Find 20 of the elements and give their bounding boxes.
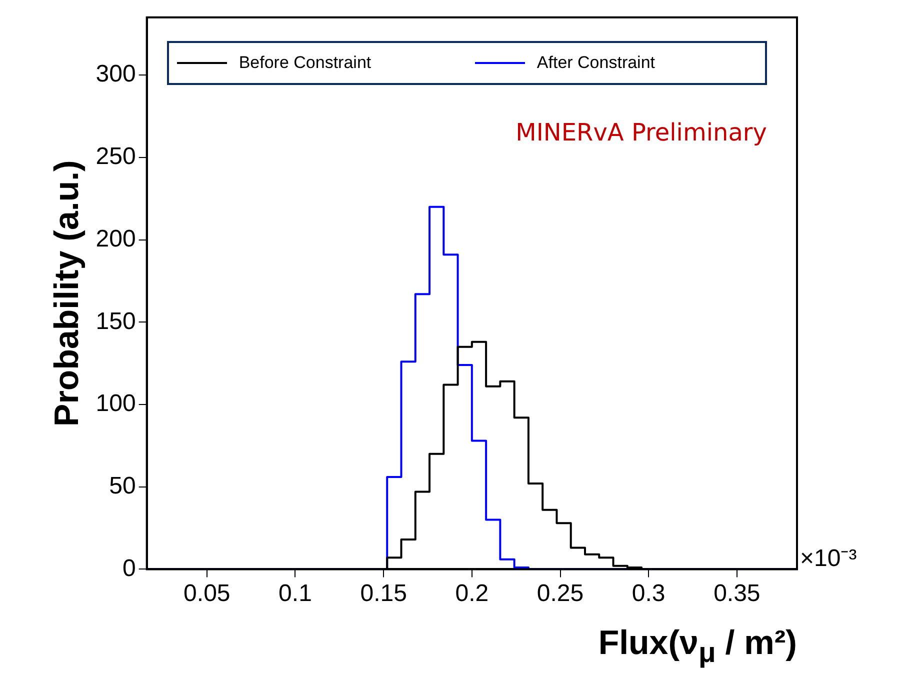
y-tick-label: 200 bbox=[96, 225, 136, 252]
y-tick-label: 150 bbox=[96, 308, 136, 335]
y-tick-label: 100 bbox=[96, 390, 136, 418]
x-axis-title: Flux(ν$_{μ}$ / m²) bbox=[598, 624, 797, 670]
x-tick-label: 0.25 bbox=[536, 580, 584, 608]
y-tick-label: 50 bbox=[109, 472, 136, 500]
text: ×10⁻³ bbox=[800, 544, 857, 572]
legend-label: After Constraint bbox=[536, 53, 656, 74]
y-axis-title: Probability (a.u.) bbox=[48, 160, 86, 426]
y-tick-label: 250 bbox=[96, 143, 136, 170]
x-tick-label: 0.15 bbox=[360, 580, 407, 608]
legend-label: Before Constraint bbox=[238, 53, 372, 74]
y-tick-label: 300 bbox=[96, 60, 136, 88]
x-tick-label: 0.1 bbox=[278, 580, 312, 608]
y-tick-label: 0 bbox=[122, 554, 136, 582]
x-tick-label: 0.2 bbox=[455, 580, 489, 608]
x-tick-label: 0.05 bbox=[184, 580, 230, 608]
annotation: MINERvA Preliminary bbox=[516, 118, 767, 147]
x-tick-label: 0.3 bbox=[632, 580, 666, 608]
x-tick-label: 0.35 bbox=[714, 580, 760, 608]
